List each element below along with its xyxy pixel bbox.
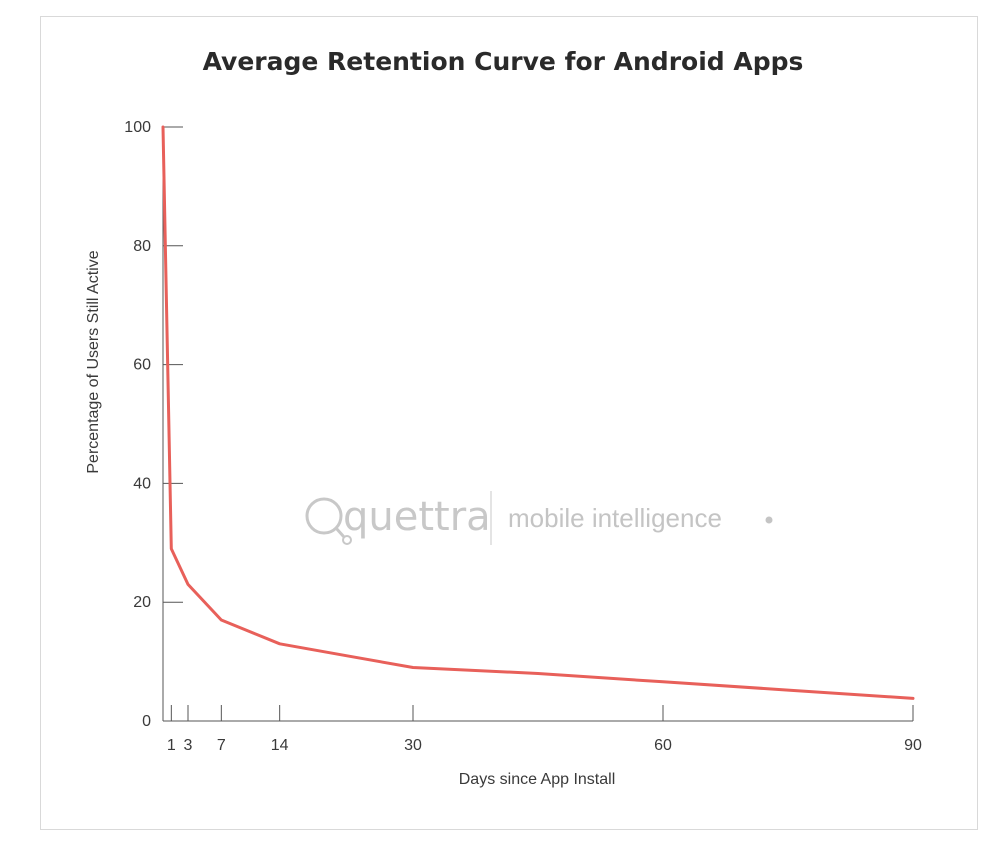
y-tick-label: 80	[133, 238, 151, 255]
y-axis-label: Percentage of Users Still Active	[85, 250, 102, 473]
quettra-logo-icon	[305, 497, 352, 545]
watermark: quettra mobile intelligence	[305, 491, 773, 545]
y-tick-label: 0	[142, 713, 151, 730]
x-tick-label: 1	[167, 737, 176, 754]
x-tick-label: 60	[654, 737, 672, 754]
y-tick-label: 40	[133, 475, 151, 492]
chart-title: Average Retention Curve for Android Apps	[203, 47, 804, 76]
watermark-brand: quettra	[343, 494, 491, 540]
series-line	[161, 125, 915, 700]
x-tick-label: 14	[271, 737, 289, 754]
retention-chart: Average Retention Curve for Android Apps…	[85, 47, 922, 788]
watermark-tagline: mobile intelligence	[508, 503, 722, 533]
x-axis-label: Days since App Install	[459, 771, 616, 788]
y-tick-label: 60	[133, 357, 151, 374]
x-tick-label: 90	[904, 737, 922, 754]
watermark-dot-icon	[765, 516, 773, 524]
plot-area	[161, 125, 915, 700]
axes: 0 20 40 60 80 100 1 3 7 14 30 60 90	[124, 119, 922, 754]
x-tick-label: 3	[184, 737, 193, 754]
y-tick-label: 20	[133, 594, 151, 611]
x-tick-label: 30	[404, 737, 422, 754]
x-tick-label: 7	[217, 737, 226, 754]
y-tick-label: 100	[124, 119, 151, 136]
chart-card: Average Retention Curve for Android Apps…	[40, 16, 978, 830]
